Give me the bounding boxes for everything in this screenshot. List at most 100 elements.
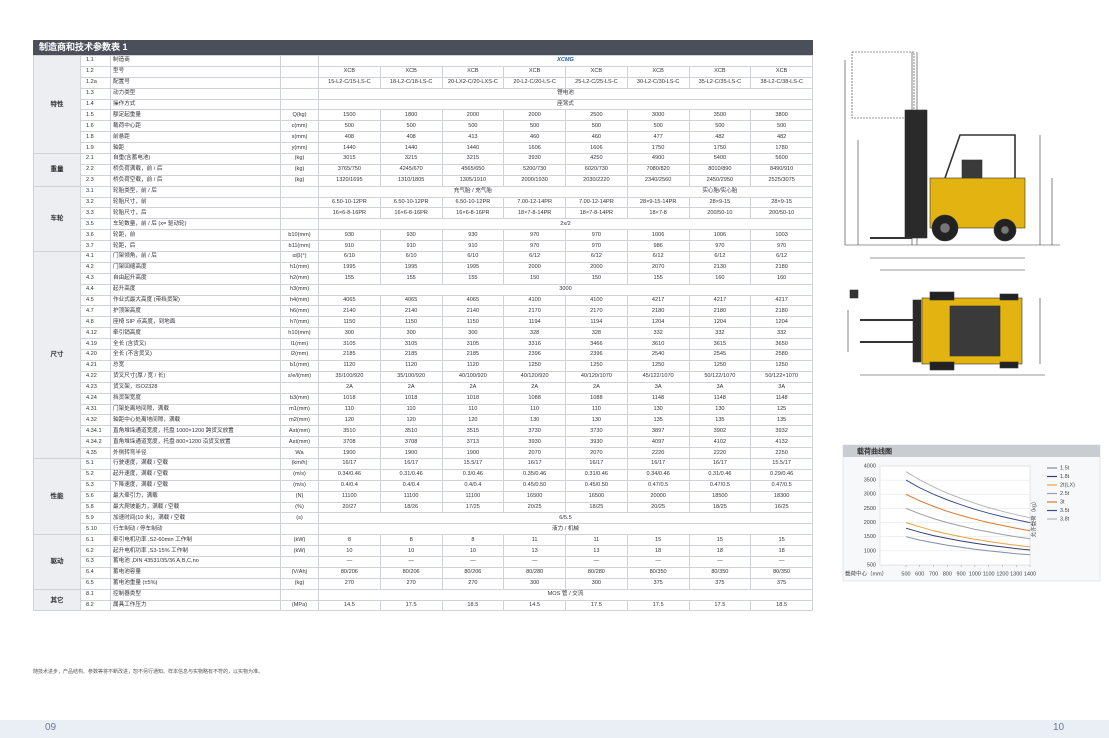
cell: 80/350: [688, 566, 752, 579]
load-curve: [905, 527, 1031, 551]
chart-title: 载荷曲线图: [857, 446, 892, 455]
cell: 375: [688, 577, 752, 590]
cell: 300: [503, 577, 566, 590]
load-curve: [905, 507, 1031, 540]
cell: 18: [626, 545, 690, 557]
cell: 375: [626, 577, 690, 590]
cell: [280, 555, 319, 568]
spec-row: 重量 2.1 自重(含蓄电池) (kg) 3015 3215 3215 3930 4250 490…: [33, 153, 813, 187]
spec-row: 8.2 属具工作压力 (MPa) 14.5 17.5 18.5 14.5 17.5 17.5 17…: [34, 599, 813, 612]
y-tick-label: 2000: [864, 520, 876, 526]
spec-row: 1.6 载荷中心距 c(mm) 500 500 500 500 500 500 500 500: [34, 120, 813, 133]
cell: 18.5: [750, 599, 813, 612]
y-tick-label: 1000: [864, 548, 876, 554]
spec-table: 特性 1.1 制造商 XCMG 1.2 型号 XCB XCB XCB XCB XCB XCB XCB XC…: [33, 54, 814, 612]
table-title: 制造商和技术参数表 1: [33, 40, 813, 55]
spec-row: 6.3 蓄电池 ,DIN 43531/35/36 A,B,C,no — — — — — — — —: [34, 555, 813, 568]
footnote: 随技术进步，产品结构、参数等将不断改进，恕不另行通知。样本信息与实物略有不符的，…: [33, 669, 264, 675]
illustrations: 载荷曲线图 载荷中心（mm） 允许载荷（kg） 500 1000 1500 2000 2…: [842, 51, 1101, 582]
cell: (kW): [280, 545, 319, 557]
x-tick-label: 1400: [1024, 571, 1036, 577]
group-label: 车轮: [33, 185, 81, 253]
cell: 80/350: [626, 566, 690, 579]
cell: 18: [688, 545, 752, 557]
page-number: 10: [1053, 722, 1065, 733]
y-tick-label: 2500: [864, 506, 876, 512]
page-number: 09: [45, 722, 57, 733]
legend-label: 2t(LX): [1060, 482, 1075, 488]
chart-title-bar: [843, 445, 1100, 457]
y-tick-label: 1500: [864, 534, 876, 540]
group-label: 驱动: [33, 534, 81, 590]
spec-row: 4.8 座椅 SIP 点高度，到地面 h7(mm) 1150 1150 1150 1194 1…: [34, 316, 813, 329]
cell: —: [688, 555, 752, 568]
cell: (kW): [280, 534, 319, 547]
load-curve: [905, 471, 1031, 519]
cell: 80/350: [750, 566, 813, 579]
cell: 17.5: [688, 599, 752, 612]
cell: 15: [688, 534, 752, 547]
legend-label: 1.5t: [1060, 465, 1070, 471]
spec-row: 性能 5.1 行驶速度，满载 / 空载 (km/h) 16/17 16/17 15.5/17…: [33, 457, 813, 536]
spec-row: 4.34.2 直角堆垛通道宽度，托盘 800×1200 沿货叉放置 Ast(mm) 3…: [34, 436, 813, 449]
x-tick-label: 1300: [1010, 571, 1022, 577]
cell: —: [503, 555, 566, 568]
x-tick-label: 600: [915, 571, 924, 577]
x-tick-label: 700: [929, 571, 938, 577]
y-tick-label: 4000: [864, 463, 876, 469]
cell: 6/5.5: [318, 512, 813, 525]
spec-row: 1.9 轴距 y(mm) 1440 1440 1440 1606 1606 1750 1750 17…: [34, 142, 813, 155]
y-tick-label: 500: [867, 562, 876, 568]
legend-label: 3.5t: [1060, 508, 1070, 514]
cell: —: [565, 555, 628, 568]
cell: MOS 管 / 交流: [318, 588, 813, 601]
spec-row: 4.31 门架处离地间隙，满载 m1(mm) 110 110 110 110 110 130 13…: [34, 403, 813, 416]
group-label: 其它: [33, 588, 81, 612]
spec-row: 尺寸 4.1 门架倾角，前 / 后 α/β(°) 6/10 6/10 6/10 6/12 6/1…: [33, 251, 813, 459]
x-tick-label: 1000: [969, 571, 981, 577]
legend-label: 1.8t: [1060, 474, 1070, 480]
legend-label: 3t: [1060, 499, 1065, 505]
spec-row: 6.2 起升电机功率 ,S3-15% 工作制 (kW) 10 10 10 13 13 18 18 1…: [34, 545, 813, 557]
spec-row: 6.5 蓄电池重量 (±5%) (kg) 270 270 270 300 300 375 375 3…: [34, 577, 813, 590]
spec-row: 4.21 总宽 b1(mm) 1120 1120 1120 1250 1250 1250 1250…: [34, 359, 813, 372]
spec-row: 驱动 6.1 牵引电机功率 ,S2-60min 工作制 (kW) 8 8 8 11 11 15 15…: [33, 534, 813, 590]
cell: (V/Ah): [280, 566, 319, 579]
spec-row: 1.2a 配置号 15-L2-C/15-LS-C 18-L2-C/18-LS-C 20-…: [34, 76, 813, 89]
cell: (kg): [280, 577, 319, 590]
x-tick-label: 1200: [996, 571, 1008, 577]
cell: —: [750, 555, 813, 568]
spec-row: 5.6 最大牵引力，满载 (N) 11100 11100 11100 16500 16500 2…: [34, 490, 813, 503]
cell: 17.5: [565, 599, 628, 612]
spec-row: 5.9 加速时间(10 米)，满载 / 空载 (s) 6/5.5: [34, 512, 813, 525]
x-tick-label: 900: [957, 571, 966, 577]
cell: 80/280: [565, 566, 628, 579]
spec-row: 4.20 全长 (不含货叉) l2(mm) 2185 2185 2185 2396 2396 2…: [34, 349, 813, 361]
x-tick-label: 1100: [983, 571, 995, 577]
cell: 15: [750, 534, 813, 547]
cell: (MPa): [280, 599, 319, 612]
spec-row: 4.12 牵引销高度 h10(mm) 300 300 300 328 328 332 332 332: [34, 327, 813, 340]
legend-label: 3.8t: [1060, 516, 1070, 522]
y-tick-label: 3500: [864, 478, 876, 484]
group-label: 尺寸: [33, 251, 81, 459]
cell: 300: [565, 577, 628, 590]
legend-label: 2.5t: [1060, 491, 1070, 497]
x-tick-label: 500: [901, 571, 910, 577]
load-curve: [905, 479, 1031, 524]
spec-row: 4.34.1 直角堆垛通道宽度，托盘 1000×1200 跨货叉放置 Ast(mm)…: [34, 425, 813, 438]
cell: 15: [626, 534, 690, 547]
load-curve: [905, 493, 1031, 532]
group-label: 特性: [33, 54, 81, 155]
cell: 13: [565, 545, 628, 557]
cell: 11: [565, 534, 628, 547]
cell: 80/280: [503, 566, 566, 579]
spec-row: 6.4 蓄电池容量 (V/Ah) 80/206 80/206 80/206 80/280 80…: [34, 566, 813, 579]
group-label: 重量: [33, 153, 81, 187]
cell: —: [626, 555, 690, 568]
load-curve: [905, 536, 1031, 556]
cell: 18: [750, 545, 813, 557]
spec-row: 其它 8.1 控制器类型 MOS 管 / 交流: [33, 588, 813, 612]
cell: 17.5: [626, 599, 690, 612]
